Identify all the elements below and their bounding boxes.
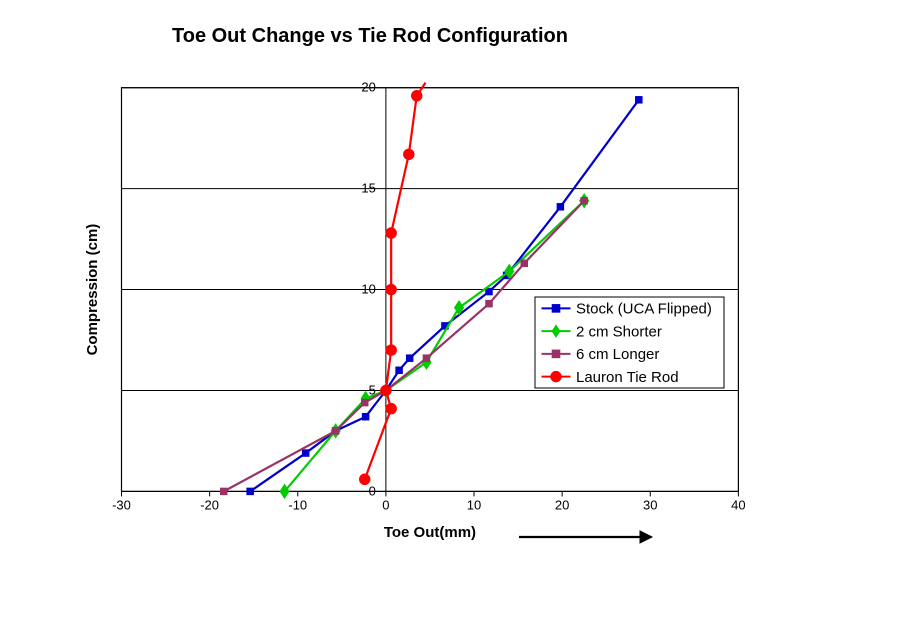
svg-text:0: 0 xyxy=(382,497,389,512)
svg-text:40: 40 xyxy=(731,497,745,512)
svg-text:0: 0 xyxy=(369,483,376,498)
svg-text:15: 15 xyxy=(361,181,375,196)
svg-text:-20: -20 xyxy=(200,497,219,512)
svg-text:2 cm Shorter: 2 cm Shorter xyxy=(576,323,662,340)
svg-text:20: 20 xyxy=(361,80,375,95)
svg-text:Toe Out(mm): Toe Out(mm) xyxy=(384,524,476,541)
svg-text:10: 10 xyxy=(361,282,375,297)
svg-text:-30: -30 xyxy=(112,497,131,512)
svg-text:Compression (cm): Compression (cm) xyxy=(84,224,101,356)
svg-text:6 cm Longer: 6 cm Longer xyxy=(576,346,659,363)
svg-text:20: 20 xyxy=(555,497,569,512)
svg-text:-10: -10 xyxy=(288,497,307,512)
svg-text:10: 10 xyxy=(467,497,481,512)
svg-text:30: 30 xyxy=(643,497,657,512)
svg-text:Lauron Tie Rod: Lauron Tie Rod xyxy=(576,369,679,386)
svg-text:Stock (UCA Flipped): Stock (UCA Flipped) xyxy=(576,301,712,318)
